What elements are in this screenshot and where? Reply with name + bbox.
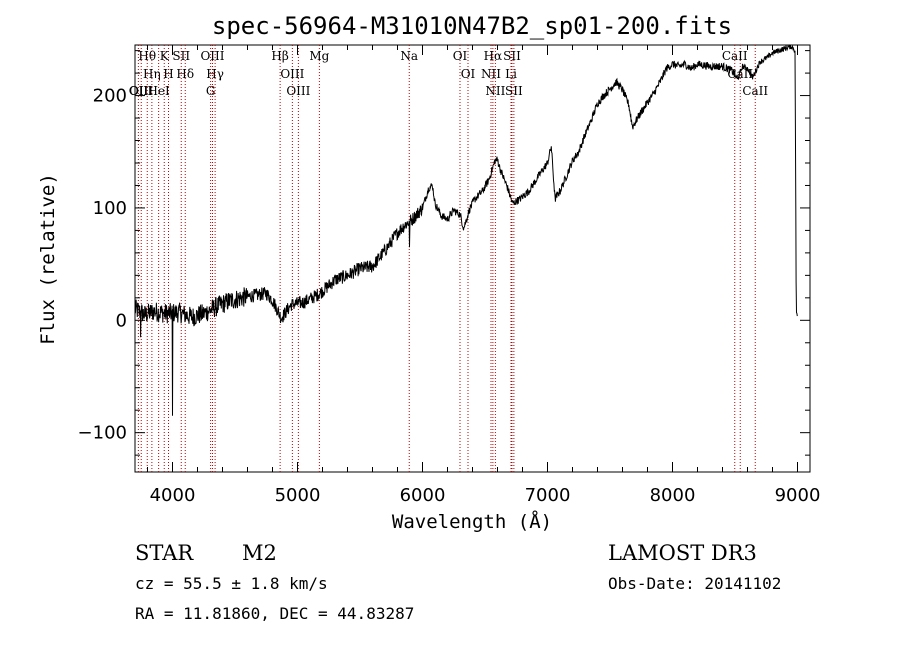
emission-line-label: Hθ bbox=[138, 49, 156, 63]
x-tick-label: 4000 bbox=[150, 485, 196, 506]
x-axis-label: Wavelength (Å) bbox=[392, 510, 552, 533]
emission-line-label: Mg bbox=[309, 49, 329, 63]
emission-line-label: OI bbox=[453, 49, 468, 63]
spectrum-line bbox=[134, 44, 798, 416]
emission-line-label: OIII bbox=[200, 49, 224, 63]
emission-line-label: OIII bbox=[286, 84, 310, 98]
coordinates-text: RA = 11.81860, DEC = 44.83287 bbox=[135, 604, 414, 623]
emission-line-label: Hγ bbox=[206, 67, 224, 81]
emission-line-label: Hβ bbox=[271, 49, 288, 63]
x-tick-label: 8000 bbox=[650, 485, 696, 506]
x-tick-label: 9000 bbox=[775, 485, 821, 506]
emission-line-label: G bbox=[206, 84, 216, 98]
y-axis: −100 0 100 200 bbox=[78, 50, 810, 456]
emission-line-label: CaII bbox=[722, 49, 748, 63]
emission-line-label: OI bbox=[461, 67, 476, 81]
emission-line-label: HeI bbox=[147, 84, 170, 98]
emission-line-label: SII bbox=[503, 49, 521, 63]
object-subclass: M2 bbox=[242, 541, 277, 565]
emission-line-label: Na bbox=[400, 49, 418, 63]
y-axis-label: Flux (relative) bbox=[37, 173, 59, 345]
emission-line-label: Hδ bbox=[176, 67, 194, 81]
emission-line-label: NII bbox=[485, 84, 505, 98]
emission-line-label: OIII bbox=[280, 67, 304, 81]
emission-line-label: K bbox=[160, 49, 170, 63]
obs-date-text: Obs-Date: 20141102 bbox=[608, 574, 781, 593]
emission-line-label: SII bbox=[505, 84, 523, 98]
chart-title: spec-56964-M31010N47B2_sp01-200.fits bbox=[212, 12, 732, 40]
redshift-text: cz = 55.5 ± 1.8 km/s bbox=[135, 574, 328, 593]
survey-name: LAMOST DR3 bbox=[608, 541, 757, 565]
emission-line-label: Hη bbox=[143, 67, 161, 81]
emission-line-label: NII bbox=[481, 67, 501, 81]
emission-line-label: CaII bbox=[742, 84, 768, 98]
x-axis: 4000 5000 6000 7000 8000 9000 bbox=[147, 45, 821, 506]
y-tick-label: −100 bbox=[78, 423, 127, 444]
emission-line-label: SII bbox=[172, 49, 190, 63]
emission-line-label: OII bbox=[129, 84, 149, 98]
emission-line-labels: HθHηOIIOIIIHeIKHSIIHδOIIIHγGHβOIIIOIIIMg… bbox=[129, 49, 769, 98]
y-tick-label: 100 bbox=[93, 198, 127, 219]
y-tick-label: 0 bbox=[116, 310, 127, 331]
emission-line-label: Hα bbox=[484, 49, 503, 63]
x-tick-label: 6000 bbox=[400, 485, 446, 506]
emission-line-label: OIII bbox=[129, 84, 153, 98]
emission-line-markers bbox=[137, 45, 756, 472]
x-tick-label: 7000 bbox=[525, 485, 571, 506]
emission-line-label: H bbox=[163, 67, 173, 81]
emission-line-label: Li bbox=[505, 67, 517, 81]
object-class: STAR bbox=[135, 541, 194, 565]
x-tick-label: 5000 bbox=[275, 485, 321, 506]
plot-frame bbox=[134, 44, 811, 473]
y-tick-label: 200 bbox=[93, 86, 127, 107]
